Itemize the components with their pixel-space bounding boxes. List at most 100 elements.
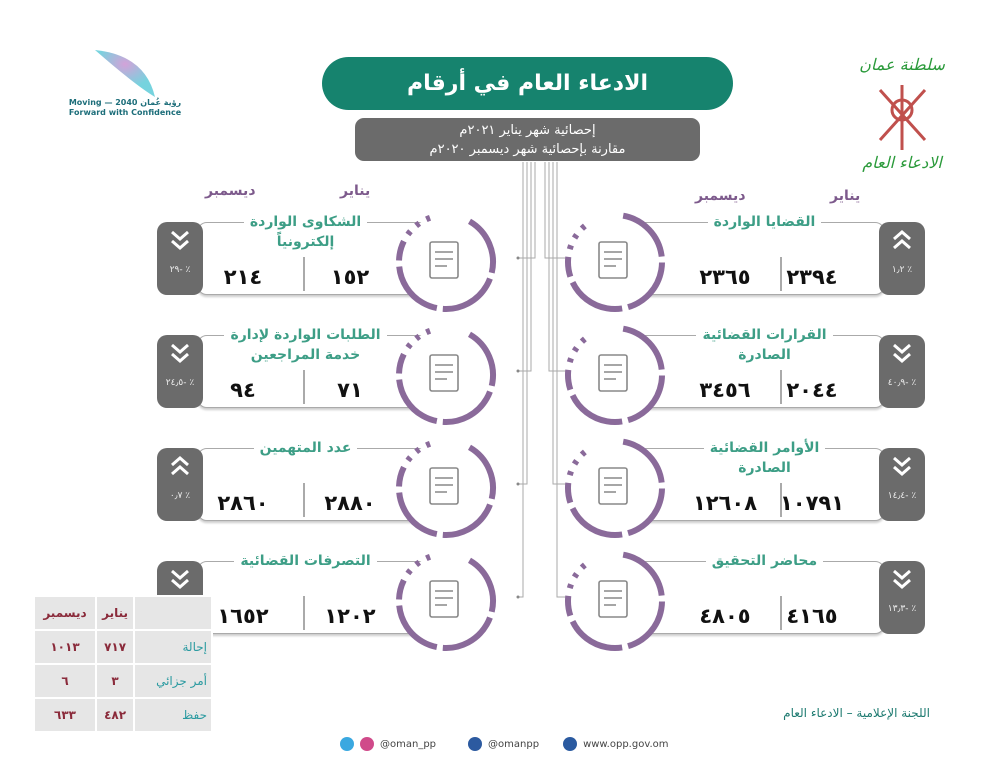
stat-card: ٪ -١٣٫٣ محاضر التحقيق ٤١٦٥ ٤٨٠٥ — [565, 551, 925, 651]
th-jan: يناير — [94, 595, 136, 631]
divider — [303, 596, 305, 630]
gavel-icon — [565, 438, 665, 538]
vision-2040-logo — [55, 45, 195, 100]
change-tab: ٪ -١٤٫٤ — [879, 448, 925, 521]
gavel-icon — [396, 551, 496, 651]
chevrons-up-icon — [171, 456, 189, 476]
scales-icon — [396, 212, 496, 313]
subtitle-box: إحصائية شهر يناير ٢٠٢١م مقارنة بإحصائية … — [355, 118, 700, 161]
stat-card: ٪ ١٫٢ القضايا الواردة ٢٣٩٤ ٢٣٦٥ — [565, 212, 925, 313]
value-january: ٢٨٨٠ — [324, 491, 376, 515]
value-january: ٢٣٩٤ — [786, 265, 838, 289]
change-tab: ٪ -٢٤٫٥ — [157, 335, 203, 408]
value-january: ١٠٧٩١ — [779, 491, 845, 515]
change-tab: ٪ ٠٫٧ — [157, 448, 203, 521]
col-jan-right: يناير — [830, 188, 861, 204]
change-percent: ٪ -٢٤٫٥ — [165, 378, 195, 388]
fingerprint-search-icon — [565, 551, 665, 651]
twitter-icon[interactable] — [340, 737, 354, 751]
value-january: ٤١٦٥ — [786, 604, 838, 628]
stat-card: ٪ -٢٩ الشكاوى الواردة إلكترونياً ١٥٢ ٢١٤ — [157, 212, 496, 313]
table-header-row: يناير ديسمبر — [33, 595, 213, 631]
value-december: ١٢٦٠٨ — [692, 491, 758, 515]
change-percent: ٪ -١٣٫٣ — [887, 604, 917, 614]
change-percent: ٪ ١٫٢ — [891, 265, 913, 275]
vision-2040-logo-text: رؤية عُمان 2040 — Moving Forward with Co… — [68, 98, 182, 117]
value-december: ٩٤ — [230, 378, 256, 402]
chevrons-down-icon — [171, 569, 189, 589]
value-january: ١٥٢ — [330, 265, 370, 289]
card-body — [620, 222, 885, 295]
col-dec-right: ديسمبر — [695, 188, 746, 204]
value-january: ٧١ — [337, 378, 363, 402]
change-tab: ٪ -١٣٫٣ — [879, 561, 925, 634]
khanjar-emblem-icon — [878, 85, 927, 150]
facebook-icon[interactable] — [468, 737, 483, 751]
card-title: الأوامر القضائية الصادرة — [650, 438, 879, 478]
change-tab: ٪ ١٫٢ — [879, 222, 925, 295]
table-row: أمر جزائي ٣ ٦ — [33, 663, 213, 699]
col-jan-left: يناير — [340, 183, 371, 199]
divider — [780, 257, 782, 291]
emblem-text-bottom: الادعاء العام — [862, 153, 943, 172]
value-december: ٢٣٦٥ — [699, 265, 751, 289]
divider — [780, 596, 782, 630]
instagram-icon[interactable] — [360, 737, 374, 751]
table-row: إحالة ٧١٧ ١٠١٣ — [33, 629, 213, 665]
facebook-handle[interactable]: @omanpp — [488, 738, 540, 750]
card-title: الشكاوى الواردة إلكترونياً — [217, 212, 394, 252]
card-title: الطلبات الواردة لإدارة خدمة المراجعين — [217, 325, 394, 365]
committee-credit: اللجنة الإعلامية – الادعاء العام — [783, 706, 930, 720]
chevrons-up-icon — [893, 230, 911, 250]
stat-card: ٪ -١٤٫٤ الأوامر القضائية الصادرة ١٠٧٩١ ١٢٦٠٨ — [565, 438, 925, 538]
divider — [303, 483, 305, 517]
document-search-icon — [565, 212, 665, 313]
change-percent: ٪ -٢٩ — [169, 265, 191, 275]
value-january: ١٢٠٢ — [324, 604, 376, 628]
change-percent: ٪ -١٤٫٤ — [887, 491, 917, 501]
prison-icon — [396, 438, 496, 539]
emblem-text-top: سلطنة عمان — [859, 55, 945, 74]
hand-scales-icon — [396, 325, 496, 426]
card-title: عدد المتهمين — [217, 438, 394, 458]
divider — [303, 257, 305, 291]
table-row: حفظ ٤٨٢ ٦٣٣ — [33, 697, 213, 733]
social-bar: @oman_pp @omanpp www.opp.gov.om — [340, 737, 669, 751]
globe-icon[interactable] — [563, 737, 578, 751]
th-dec: ديسمبر — [33, 595, 97, 631]
stat-card: ٪ ٠٫٧ عدد المتهمين ٢٨٨٠ ٢٨٦٠ — [157, 438, 496, 539]
certificate-icon — [565, 325, 665, 426]
chevrons-down-icon — [171, 343, 189, 363]
dispositions-table: يناير ديسمبر إحالة ٧١٧ ١٠١٣ أمر جزائي ٣ ٦ حفظ… — [33, 595, 213, 733]
stat-card: ٪ -٤٠٫٩ القرارات القضائية الصادرة ٢٠٤٤ ٣٤٥٦ — [565, 325, 925, 426]
card-title: التصرفات القضائية — [217, 551, 394, 571]
page-title: الادعاء العام في أرقام — [322, 57, 733, 110]
card-title: القضايا الواردة — [650, 212, 879, 232]
stat-card: ٪ -٢٤٫٥ الطلبات الواردة لإدارة خدمة المراج… — [157, 325, 496, 426]
change-percent: ٪ -٤٠٫٩ — [887, 378, 917, 388]
card-title: القرارات القضائية الصادرة — [650, 325, 879, 365]
vision-logo-swirl-icon — [95, 50, 155, 97]
chevrons-down-icon — [893, 343, 911, 363]
value-december: ٢١٤ — [223, 265, 263, 289]
chevrons-down-icon — [893, 456, 911, 476]
value-december: ٤٨٠٥ — [699, 604, 751, 628]
card-title: محاضر التحقيق — [650, 551, 879, 571]
value-january: ٢٠٤٤ — [786, 378, 838, 402]
value-december: ٣٤٥٦ — [699, 378, 751, 402]
value-december: ٢٨٦٠ — [217, 491, 269, 515]
divider — [780, 483, 782, 517]
divider — [303, 370, 305, 404]
col-dec-left: ديسمبر — [205, 183, 256, 199]
change-percent: ٪ ٠٫٧ — [169, 491, 191, 501]
chevrons-down-icon — [171, 230, 189, 250]
twitter-instagram-handle[interactable]: @oman_pp — [380, 738, 437, 750]
chevrons-down-icon — [893, 569, 911, 589]
divider — [780, 370, 782, 404]
change-tab: ٪ -٢٩ — [157, 222, 203, 295]
public-prosecution-emblem: سلطنة عمان الادعاء العام — [840, 40, 965, 175]
subtitle-line-2: مقارنة بإحصائية شهر ديسمبر ٢٠٢٠م — [429, 142, 626, 157]
website-link[interactable]: www.opp.gov.om — [583, 738, 669, 750]
change-tab: ٪ -٤٠٫٩ — [879, 335, 925, 408]
subtitle-line-1: إحصائية شهر يناير ٢٠٢١م — [459, 123, 596, 138]
